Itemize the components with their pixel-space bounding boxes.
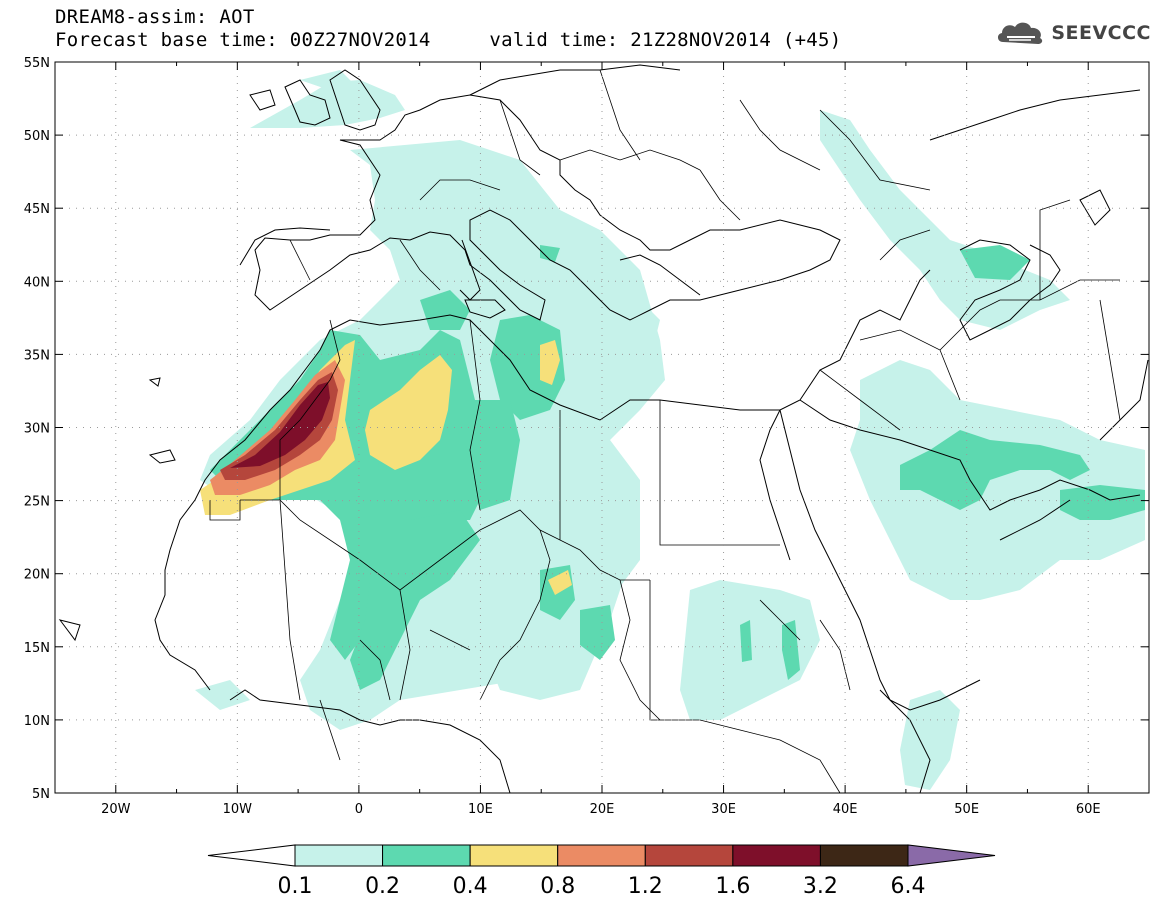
colorbar-swatch <box>557 844 646 867</box>
aot-shading <box>195 70 1145 790</box>
colorbar-label: 0.4 <box>453 874 488 899</box>
lat-label: 15N <box>24 641 50 656</box>
colorbar-label: 3.2 <box>803 874 838 899</box>
colorbar-label: 0.8 <box>540 874 575 899</box>
colorbar-swatch <box>732 844 821 867</box>
lat-label: 30N <box>24 422 50 437</box>
colorbar-label: 0.1 <box>278 874 313 899</box>
aot-level-1.6 <box>230 382 330 468</box>
cloud-logo-icon <box>998 22 1043 44</box>
colorbar-label: 6.4 <box>891 874 926 899</box>
graticule <box>55 62 1149 793</box>
lat-label: 45N <box>24 202 50 217</box>
colorbar-swatch <box>469 844 559 867</box>
lat-label: 50N <box>24 129 50 144</box>
lat-label: 5N <box>32 787 50 802</box>
lat-label: 10N <box>24 714 50 729</box>
map-ticks: 20W 10W 0 10E 20E 30E 40E 50E 60E 55N 50N 45N 40N 35N… <box>24 56 1150 817</box>
product-title: DREAM8-assim: AOT <box>55 6 255 28</box>
colorbar-swatch <box>644 844 734 867</box>
lon-label: 40E <box>833 802 858 817</box>
lon-label: 20E <box>590 802 615 817</box>
colorbar-label: 1.6 <box>715 874 750 899</box>
colorbar-swatch <box>382 844 471 867</box>
colorbar-low-arrow <box>207 844 296 867</box>
logo-text: SEEVCCC <box>1051 22 1151 44</box>
lon-label: 50E <box>954 802 979 817</box>
lat-label: 20N <box>24 568 50 583</box>
lat-label: 25N <box>24 495 50 510</box>
lon-label: 0 <box>355 802 363 817</box>
lon-label: 10E <box>468 802 493 817</box>
lat-label: 55N <box>24 56 50 71</box>
lon-label: 20W <box>101 802 131 817</box>
lat-label: 35N <box>24 348 50 363</box>
colorbar: 0.1 0.2 0.4 0.8 1.2 1.6 3.2 6.4 <box>207 844 996 899</box>
lon-label: 10W <box>223 802 253 817</box>
base-time: Forecast base time: 00Z27NOV2014 <box>55 29 431 51</box>
valid-time: valid time: 21Z28NOV2014 (+45) <box>489 29 842 51</box>
lon-label: 60E <box>1076 802 1101 817</box>
lon-label: 30E <box>711 802 736 817</box>
coastlines <box>58 64 1149 794</box>
colorbar-label: 1.2 <box>628 874 663 899</box>
lat-label: 40N <box>24 275 50 290</box>
time-line: Forecast base time: 00Z27NOV2014 valid t… <box>55 29 842 52</box>
colorbar-high-arrow <box>907 844 996 867</box>
country-borders <box>209 69 1121 794</box>
map-header: DREAM8-assim: AOT Forecast base time: 00… <box>55 6 842 52</box>
colorbar-label: 0.2 <box>365 874 400 899</box>
seevccc-logo: SEEVCCC <box>995 20 1151 46</box>
colorbar-swatch <box>294 844 384 867</box>
colorbar-swatch <box>819 844 909 867</box>
